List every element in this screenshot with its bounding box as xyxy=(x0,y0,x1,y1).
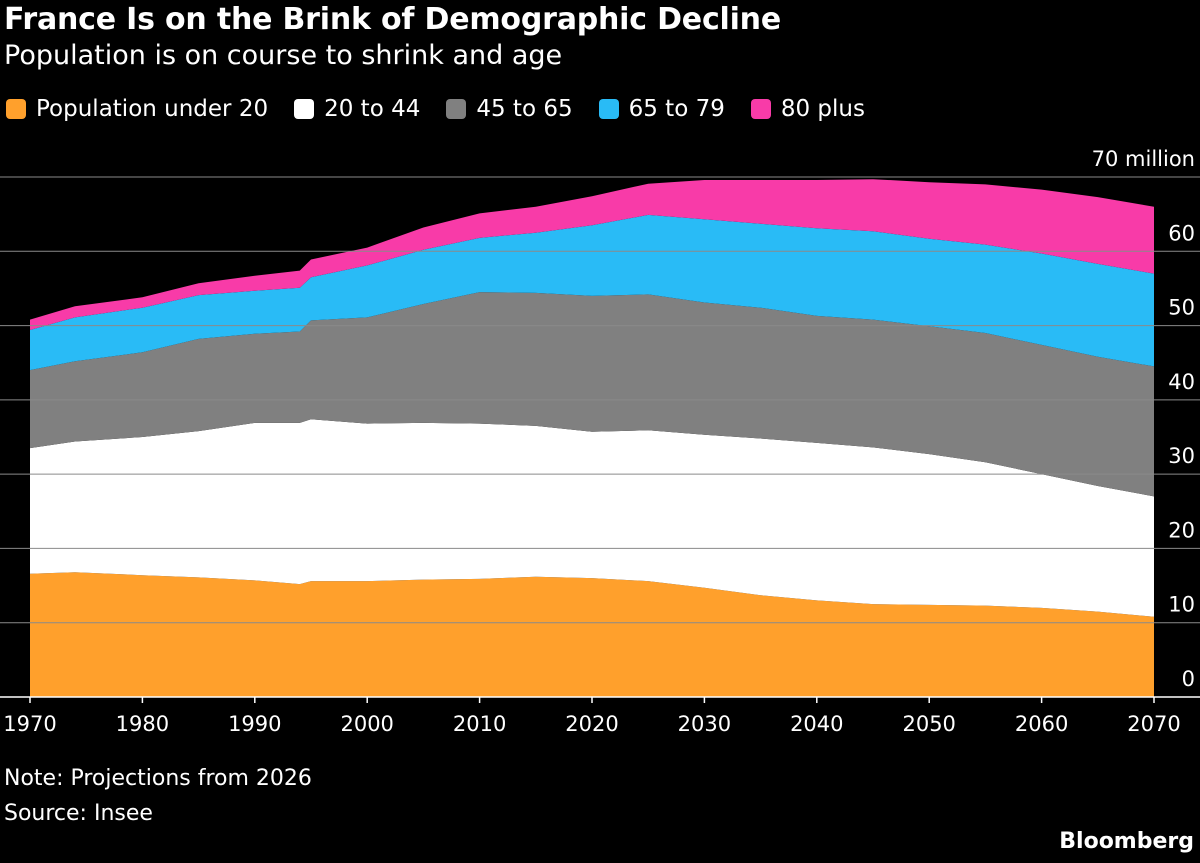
x-tick-label-2010: 2010 xyxy=(453,712,506,736)
x-tick-label-2070: 2070 xyxy=(1127,712,1180,736)
x-tick-label-2000: 2000 xyxy=(340,712,393,736)
legend-label-20-to-44: 20 to 44 xyxy=(324,96,421,122)
x-tick-label-2020: 2020 xyxy=(565,712,618,736)
legend: Population under 20 20 to 44 45 to 65 65… xyxy=(6,96,891,122)
legend-swatch-80-plus xyxy=(750,99,771,119)
legend-item-20-to-44: 20 to 44 xyxy=(294,96,420,122)
x-tick-label-2060: 2060 xyxy=(1015,712,1068,736)
x-tick-label-2050: 2050 xyxy=(902,712,955,736)
legend-item-under-20: Population under 20 xyxy=(6,96,268,122)
area-series-45-to-65 xyxy=(30,292,1154,497)
chart-source: Source: Insee xyxy=(4,801,153,826)
y-tick-label-70: 70 million xyxy=(1092,147,1195,171)
y-tick-label-10: 10 xyxy=(1168,593,1195,617)
legend-label-45-to-65: 45 to 65 xyxy=(476,96,573,122)
y-tick-label-0: 0 xyxy=(1182,667,1195,691)
x-tick-label-2040: 2040 xyxy=(790,712,843,736)
x-tick-label-1970: 1970 xyxy=(3,712,56,736)
area-series-80-plus xyxy=(30,179,1154,330)
area-series-65-to-79 xyxy=(30,214,1154,371)
legend-label-under-20: Population under 20 xyxy=(36,96,269,122)
area-series-population-under-20 xyxy=(30,572,1154,697)
bloomberg-logo: Bloomberg xyxy=(1059,829,1194,854)
legend-label-80-plus: 80 plus xyxy=(780,96,865,122)
legend-label-65-to-79: 65 to 79 xyxy=(628,96,725,122)
y-tick-label-40: 40 xyxy=(1168,370,1195,394)
y-tick-label-60: 60 xyxy=(1168,221,1195,245)
y-tick-label-30: 30 xyxy=(1168,444,1195,468)
legend-swatch-65-to-79 xyxy=(598,99,619,119)
legend-item-65-to-79: 65 to 79 xyxy=(598,96,725,122)
legend-swatch-under-20 xyxy=(6,99,26,119)
grid-layer xyxy=(0,176,1200,624)
chart-subtitle: Population is on course to shrink and ag… xyxy=(4,40,563,71)
y-tick-label-20: 20 xyxy=(1168,518,1195,542)
x-tick-label-1980: 1980 xyxy=(116,712,169,736)
chart-note: Note: Projections from 2026 xyxy=(4,766,312,791)
y-tick-label-50: 50 xyxy=(1168,296,1195,320)
areas-layer xyxy=(30,179,1154,697)
legend-swatch-20-to-44 xyxy=(294,99,315,119)
legend-swatch-45-to-65 xyxy=(446,99,467,119)
chart-title: France Is on the Brink of Demographic De… xyxy=(4,2,781,37)
x-tick-label-2030: 2030 xyxy=(678,712,731,736)
legend-item-45-to-65: 45 to 65 xyxy=(446,96,573,122)
area-series-20-to-44 xyxy=(30,419,1154,617)
x-tick-label-1990: 1990 xyxy=(228,712,281,736)
legend-item-80-plus: 80 plus xyxy=(750,96,865,122)
